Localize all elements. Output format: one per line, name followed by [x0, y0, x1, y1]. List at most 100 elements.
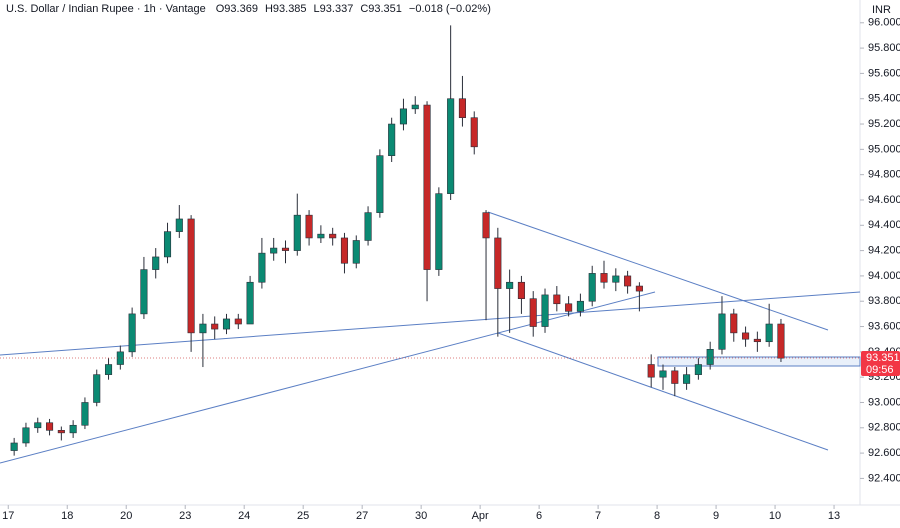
candle-body [128, 313, 136, 353]
candle-body [10, 442, 18, 451]
x-tick-label: 13 [828, 510, 840, 522]
x-tick-label: 9 [713, 510, 719, 522]
candle-body [270, 247, 278, 254]
y-tick-label: 93.000 [868, 396, 900, 408]
header-value: O93.369 [216, 3, 258, 15]
y-tick-label: 95.600 [868, 67, 900, 79]
candle-body [635, 285, 643, 292]
candle-body [706, 349, 714, 365]
candle-body [694, 364, 702, 375]
candle-body [22, 427, 30, 444]
x-tick-label: 6 [536, 510, 542, 522]
candle-body [81, 402, 89, 426]
candle-body [647, 364, 655, 378]
candle-body [281, 247, 290, 251]
candle-body [376, 155, 384, 213]
candle-body [187, 218, 195, 334]
candle-body [494, 237, 502, 289]
candle-body [659, 370, 667, 378]
channel-lower [497, 332, 829, 451]
y-tick-label: 94.600 [868, 194, 900, 206]
candle-body [411, 104, 419, 110]
y-tick-label: 92.600 [868, 447, 900, 459]
candle-body [104, 364, 113, 375]
y-tick-label: 95.200 [868, 118, 900, 130]
candle-body [671, 370, 679, 384]
candle-body [612, 275, 620, 283]
candle-body [624, 275, 632, 287]
y-tick-label: 95.400 [868, 93, 900, 105]
candle-body [329, 233, 337, 239]
x-tick-label: 8 [654, 510, 660, 522]
candle-body [730, 313, 738, 334]
y-tick-label: 93.800 [868, 295, 900, 307]
last-price-badge [861, 351, 900, 377]
candle-body [517, 281, 525, 299]
candle-body [246, 281, 254, 325]
x-tick-label: 24 [238, 510, 250, 522]
x-tick-label: 17 [2, 510, 14, 522]
header-value: −0.018 (−0.02%) [409, 3, 491, 15]
chart-title: U.S. Dollar / Indian Rupee · 1h · Vantag… [6, 3, 206, 15]
candles [10, 25, 785, 456]
y-tick-label: 96.000 [868, 17, 900, 29]
candle-body [175, 218, 183, 232]
x-tick-label: Apr [472, 510, 489, 522]
candle-body [565, 303, 573, 312]
candle-body [305, 214, 313, 239]
candle-body [69, 424, 77, 434]
last-price-label: 93.351 [866, 352, 900, 364]
candle-body [753, 338, 761, 343]
header-value: C93.351 [360, 3, 402, 15]
candle-body [482, 212, 490, 239]
candle-body [458, 98, 466, 119]
x-tick-label: 27 [356, 510, 368, 522]
candle-body [234, 318, 242, 325]
x-tick-label: 20 [120, 510, 132, 522]
x-tick-label: 23 [179, 510, 191, 522]
candle-body [222, 318, 231, 330]
y-tick-label: 94.000 [868, 270, 900, 282]
candle-body [258, 252, 266, 283]
countdown: 09:56 [866, 364, 894, 376]
y-tick-label: 95.800 [868, 42, 900, 54]
y-tick-label: 92.800 [868, 422, 900, 434]
candle-body [352, 240, 360, 264]
candle-body [683, 374, 691, 384]
candle-body [447, 98, 455, 194]
candle-body [57, 430, 65, 434]
candle-body [364, 212, 372, 241]
x-tick-label: 7 [595, 510, 601, 522]
candle-body [470, 117, 478, 148]
trend-line [0, 291, 861, 356]
candle-body [211, 323, 219, 330]
y-tick-label: 95.000 [868, 143, 900, 155]
candle-body [199, 323, 207, 334]
candle-body [529, 298, 537, 327]
y-tick-label: 94.800 [868, 169, 900, 181]
y-tick-label: 94.200 [868, 245, 900, 257]
candle-body [152, 256, 160, 270]
candle-body [506, 281, 514, 289]
y-tick-label: 93.600 [868, 320, 900, 332]
candle-body [765, 323, 773, 343]
candle-body [588, 273, 596, 302]
header-value: L93.337 [314, 3, 354, 15]
candle-body [553, 294, 561, 305]
candle-body [388, 123, 396, 156]
channel-upper [487, 211, 829, 331]
candle-body [718, 313, 726, 350]
candle-body [541, 294, 549, 327]
candle-body [46, 422, 54, 431]
candle-body [317, 233, 325, 239]
candle-body [163, 231, 172, 258]
y-tick-label: 92.400 [868, 472, 900, 484]
candle-body [576, 300, 584, 312]
candle-body [93, 374, 101, 403]
ohlc-header: O93.369 H93.385 L93.337 C93.351 −0.018 (−0.0… [216, 3, 491, 15]
range-box [657, 356, 861, 367]
x-tick-label: 18 [61, 510, 73, 522]
x-tick-label: 25 [297, 510, 309, 522]
x-tick-label: 30 [415, 510, 427, 522]
